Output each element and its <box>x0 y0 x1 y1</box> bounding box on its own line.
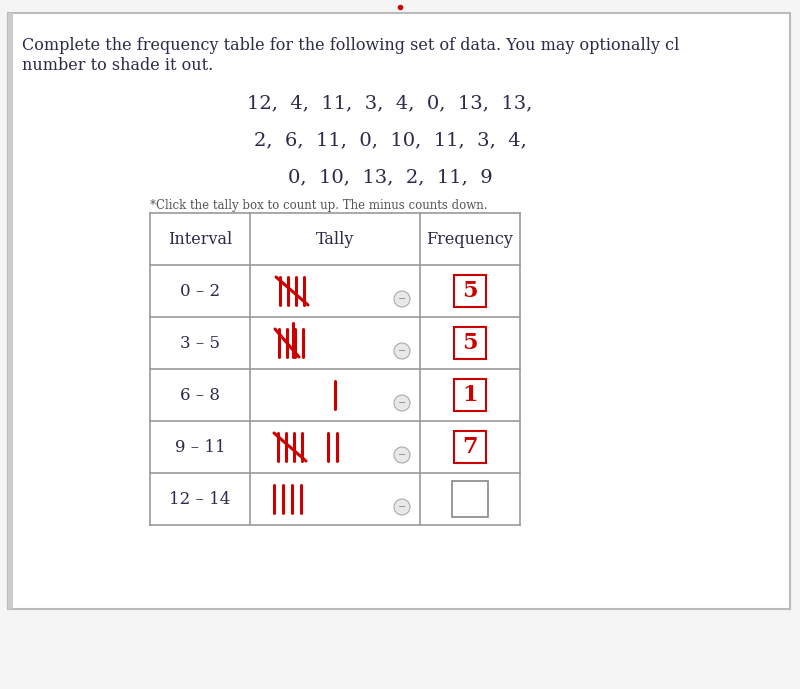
Text: 0 – 2: 0 – 2 <box>180 282 220 300</box>
Text: −: − <box>398 450 406 460</box>
Text: 1: 1 <box>462 384 478 406</box>
Text: −: − <box>398 346 406 356</box>
FancyBboxPatch shape <box>8 13 790 609</box>
Circle shape <box>394 343 410 359</box>
Bar <box>454 379 486 411</box>
Text: 2,  6,  11,  0,  10,  11,  3,  4,: 2, 6, 11, 0, 10, 11, 3, 4, <box>254 131 526 149</box>
Bar <box>8 13 13 609</box>
Text: Frequency: Frequency <box>426 231 514 247</box>
Circle shape <box>394 499 410 515</box>
Text: 12,  4,  11,  3,  4,  0,  13,  13,: 12, 4, 11, 3, 4, 0, 13, 13, <box>247 94 533 112</box>
Text: −: − <box>398 502 406 512</box>
Text: 9 – 11: 9 – 11 <box>174 438 226 455</box>
Text: Tally: Tally <box>316 231 354 247</box>
Text: 5: 5 <box>462 332 478 354</box>
Text: −: − <box>398 398 406 408</box>
Text: number to shade it out.: number to shade it out. <box>22 57 214 74</box>
Text: 0,  10,  13,  2,  11,  9: 0, 10, 13, 2, 11, 9 <box>288 168 492 186</box>
Text: 6 – 8: 6 – 8 <box>180 387 220 404</box>
Text: Interval: Interval <box>168 231 232 247</box>
Text: 7: 7 <box>462 436 478 458</box>
Text: Complete the frequency table for the following set of data. You may optionally c: Complete the frequency table for the fol… <box>22 37 679 54</box>
Circle shape <box>394 395 410 411</box>
Bar <box>452 481 488 517</box>
Bar <box>454 431 486 463</box>
Text: −: − <box>398 294 406 304</box>
Circle shape <box>394 447 410 463</box>
Circle shape <box>394 291 410 307</box>
Text: 5: 5 <box>462 280 478 302</box>
Text: 3 – 5: 3 – 5 <box>180 334 220 351</box>
Text: 12 – 14: 12 – 14 <box>170 491 230 508</box>
Bar <box>454 327 486 359</box>
Text: *Click the tally box to count up. The minus counts down.: *Click the tally box to count up. The mi… <box>150 199 487 212</box>
Bar <box>454 275 486 307</box>
